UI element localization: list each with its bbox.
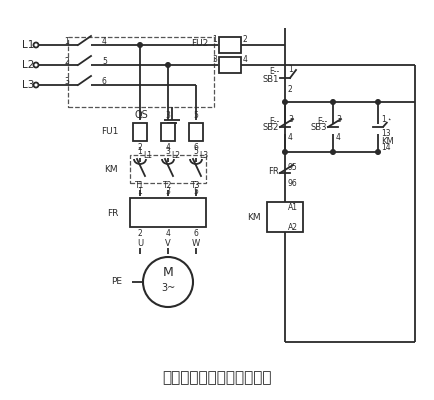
Bar <box>219 57 241 73</box>
Text: SB2: SB2 <box>263 124 279 132</box>
Text: SB1: SB1 <box>263 74 279 84</box>
Bar <box>130 155 206 183</box>
Text: A2: A2 <box>288 222 298 232</box>
Text: 95: 95 <box>288 162 298 172</box>
Text: 1: 1 <box>138 188 142 196</box>
Text: L2: L2 <box>22 60 34 70</box>
Circle shape <box>166 63 170 67</box>
Text: M: M <box>163 266 173 280</box>
Text: 5: 5 <box>102 56 107 66</box>
Text: 2: 2 <box>243 36 247 44</box>
Text: T1: T1 <box>135 180 145 190</box>
Circle shape <box>331 150 335 154</box>
Text: 5: 5 <box>194 112 198 120</box>
Text: 1: 1 <box>213 36 217 44</box>
Text: 6: 6 <box>102 76 107 86</box>
Text: 3: 3 <box>213 56 217 64</box>
Text: 4: 4 <box>102 36 107 46</box>
Text: 4: 4 <box>165 228 171 238</box>
Text: 1: 1 <box>65 36 69 46</box>
Text: 3: 3 <box>288 116 293 124</box>
Bar <box>130 198 206 227</box>
Text: KM: KM <box>247 212 261 222</box>
Text: 5: 5 <box>194 188 198 196</box>
Text: 3: 3 <box>65 76 69 86</box>
Circle shape <box>283 150 287 154</box>
Text: W: W <box>192 238 200 248</box>
Circle shape <box>138 43 142 47</box>
Text: 4: 4 <box>165 142 171 152</box>
Text: E--: E-- <box>269 116 279 126</box>
Text: 3: 3 <box>165 188 171 196</box>
Text: A1: A1 <box>288 204 298 212</box>
Text: KM: KM <box>381 136 394 146</box>
Text: 2: 2 <box>288 86 293 94</box>
Text: L3: L3 <box>199 152 208 160</box>
Text: KM: KM <box>104 166 118 174</box>
Text: 1: 1 <box>138 112 142 120</box>
Text: 4: 4 <box>288 134 293 142</box>
Bar <box>68 37 214 107</box>
Text: FU1: FU1 <box>101 128 118 136</box>
Text: 3: 3 <box>165 112 171 120</box>
Text: 2: 2 <box>65 56 69 66</box>
Text: FR: FR <box>268 166 279 176</box>
Text: 1: 1 <box>288 66 293 74</box>
Text: PE: PE <box>111 278 122 286</box>
Bar <box>133 123 147 141</box>
Text: FR: FR <box>107 208 118 218</box>
Text: 3: 3 <box>336 116 341 124</box>
Text: 2: 2 <box>138 142 142 152</box>
Circle shape <box>376 150 380 154</box>
Text: 3: 3 <box>165 148 171 156</box>
Text: 96: 96 <box>288 178 298 188</box>
Bar <box>219 37 241 53</box>
Text: 1: 1 <box>381 116 386 124</box>
Text: L3: L3 <box>22 80 34 90</box>
Text: QS: QS <box>134 110 148 120</box>
Text: U: U <box>137 238 143 248</box>
Text: 5: 5 <box>194 148 198 156</box>
Circle shape <box>283 100 287 104</box>
Text: T2: T2 <box>163 180 173 190</box>
Circle shape <box>376 100 380 104</box>
Text: 6: 6 <box>194 228 198 238</box>
Text: 14: 14 <box>381 144 391 152</box>
Text: 1: 1 <box>138 148 142 156</box>
Text: V: V <box>165 238 171 248</box>
Text: SB3: SB3 <box>310 124 327 132</box>
Text: 3~: 3~ <box>161 283 175 293</box>
Circle shape <box>143 257 193 307</box>
Text: FU2: FU2 <box>191 40 208 48</box>
Text: 4: 4 <box>336 134 341 142</box>
Circle shape <box>331 100 335 104</box>
Text: 13: 13 <box>381 130 391 138</box>
Text: L1: L1 <box>22 40 34 50</box>
Text: 6: 6 <box>194 142 198 152</box>
Text: 2: 2 <box>138 228 142 238</box>
Bar <box>189 123 203 141</box>
Text: E--: E-- <box>317 116 327 126</box>
Bar <box>267 202 303 232</box>
Text: 4: 4 <box>243 56 247 64</box>
Text: E--: E-- <box>269 68 279 76</box>
Text: L1: L1 <box>143 152 152 160</box>
Bar <box>161 123 175 141</box>
Text: L2: L2 <box>171 152 180 160</box>
Text: 电动机点动、连动控制线路: 电动机点动、连动控制线路 <box>162 370 272 386</box>
Text: T3: T3 <box>191 180 201 190</box>
